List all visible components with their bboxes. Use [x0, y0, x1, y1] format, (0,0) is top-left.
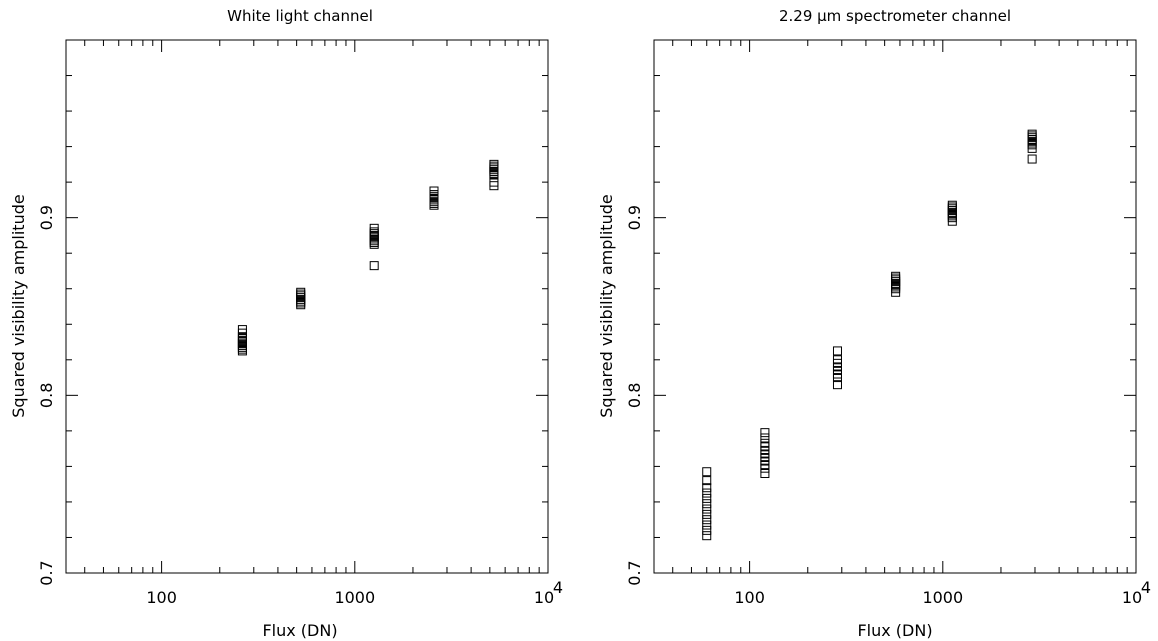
data-point: [702, 531, 712, 541]
data-point: [702, 525, 712, 535]
axis-ticks: 100 1000 104 0.7 0.8 0.9: [37, 39, 563, 607]
data-point: [832, 380, 842, 390]
x-tick-exponent: 4: [553, 578, 563, 597]
plot-frame: [65, 39, 549, 574]
panel-white-light: White light channel Flux (DN) Squared vi…: [9, 7, 563, 640]
data-point: [702, 520, 712, 530]
x-axis-label: Flux (DN): [857, 621, 932, 640]
data-point: [702, 504, 712, 514]
x-tick-label: 100: [146, 588, 177, 607]
data-point: [760, 428, 770, 438]
x-tick-exponent: 4: [1141, 578, 1151, 597]
data-point: [760, 469, 770, 479]
panel-spectrometer: 2.29 μm spectrometer channel Flux (DN) S…: [597, 7, 1151, 640]
x-axis-label: Flux (DN): [262, 621, 337, 640]
plot-frame: [653, 39, 1137, 574]
x-tick-label: 100: [734, 588, 765, 607]
data-point: [1027, 154, 1037, 164]
data-point: [760, 433, 770, 443]
data-points: [237, 159, 499, 356]
data-point: [1027, 143, 1037, 153]
data-point: [702, 483, 712, 493]
data-point: [702, 499, 712, 509]
data-point: [891, 287, 901, 297]
data-point: [760, 463, 770, 473]
data-point: [832, 373, 842, 383]
data-point: [702, 476, 712, 486]
data-point: [832, 346, 842, 356]
y-axis-label: Squared visibility amplitude: [597, 194, 616, 417]
y-tick-label: 0.7: [37, 560, 56, 585]
data-point: [369, 261, 379, 271]
chart-title: White light channel: [227, 7, 373, 25]
data-point: [489, 181, 499, 191]
chart-title: 2.29 μm spectrometer channel: [779, 7, 1011, 25]
data-point: [237, 346, 247, 356]
y-tick-label: 0.8: [625, 383, 644, 408]
data-points: [702, 129, 1037, 541]
data-point: [369, 239, 379, 249]
data-point: [702, 509, 712, 519]
y-tick-label: 0.9: [37, 205, 56, 230]
data-point: [947, 216, 957, 226]
x-tick-label: 10: [534, 588, 554, 607]
data-point: [702, 515, 712, 525]
y-tick-label: 0.9: [625, 205, 644, 230]
data-point: [489, 170, 499, 180]
data-point: [702, 493, 712, 503]
x-tick-label: 10: [1122, 588, 1142, 607]
axis-ticks: 100 1000 104 0.7 0.8 0.9: [625, 39, 1151, 607]
x-tick-label: 1000: [922, 588, 963, 607]
y-tick-label: 0.8: [37, 383, 56, 408]
data-point: [702, 467, 712, 477]
data-point: [429, 200, 439, 210]
x-tick-label: 1000: [334, 588, 375, 607]
data-point: [702, 488, 712, 498]
y-tick-label: 0.7: [625, 560, 644, 585]
y-axis-label: Squared visibility amplitude: [9, 194, 28, 417]
data-point: [296, 300, 306, 310]
